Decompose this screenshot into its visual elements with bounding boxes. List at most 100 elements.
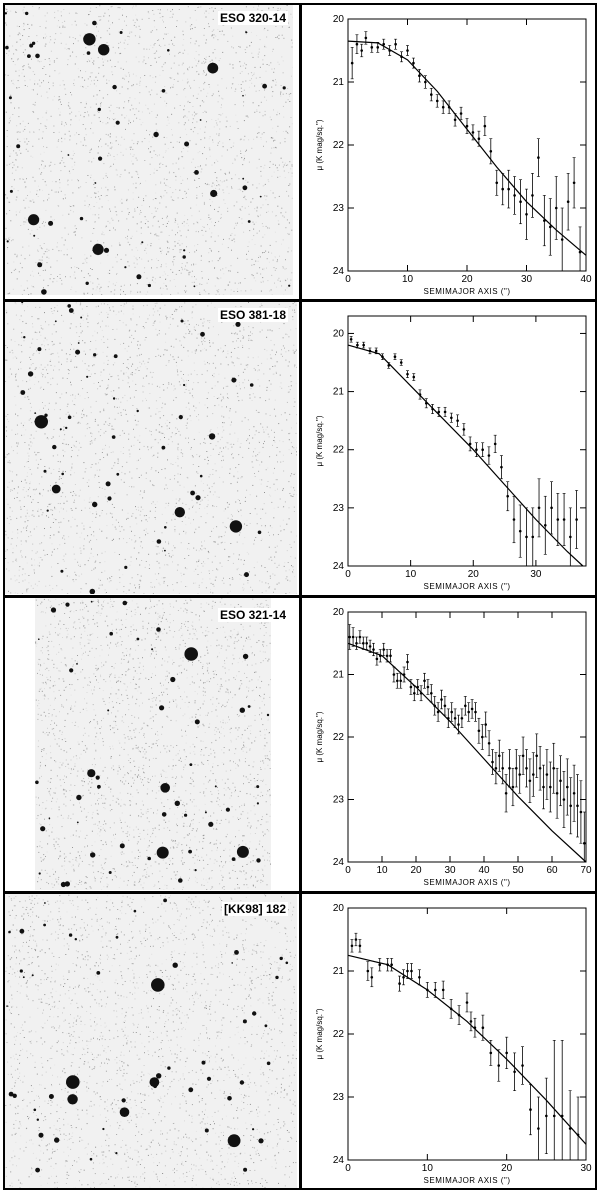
star [19,928,25,934]
stars [20,302,262,594]
star [92,20,97,26]
star [28,214,40,226]
star [259,195,262,198]
data-point [370,976,374,979]
stars [5,11,291,295]
y-tick-label: 22 [333,732,345,743]
data-point [416,685,419,689]
star [60,569,64,573]
star [105,481,111,487]
data-point [545,773,549,776]
star [231,377,237,383]
star [183,249,186,252]
data-point [576,1133,580,1137]
star [156,539,162,544]
data-point [543,219,546,222]
data-point [538,766,542,770]
star [279,956,283,961]
profile-plot-3: 0 10 20 30 40 50 60 70 20 21 22 23 24 SEMIMAJOR AXIS … [315,607,592,887]
star [147,856,151,861]
data-point [518,529,522,533]
star [160,783,170,793]
data-point [508,766,511,770]
data-point [481,448,484,452]
star [44,902,46,904]
star [122,600,128,606]
sky-background [5,894,297,1188]
data-point [418,74,421,77]
x-tick-label: 0 [345,569,351,580]
data-point [460,716,464,720]
star [21,302,24,304]
star [92,243,104,255]
star [151,978,165,992]
star [90,852,96,858]
star [239,1080,245,1085]
star [115,120,120,125]
star [282,86,286,90]
data-point [374,349,378,353]
data-point [350,944,354,948]
data-point [406,660,409,664]
data-point [576,804,579,808]
sky-noise [5,302,297,594]
x-tick-label: 0 [345,274,351,285]
star [38,872,41,875]
data-point [521,1064,524,1067]
star [67,415,72,420]
star [111,435,116,439]
data-point [406,49,409,52]
x-tick-label: 30 [580,1163,592,1174]
data-point [402,673,406,676]
star [136,637,140,641]
data-point [388,49,391,52]
star [264,1024,268,1028]
data-point [423,679,426,683]
data-point [360,49,363,52]
x-tick-label: 20 [410,865,422,876]
data-point [543,524,547,527]
star [174,507,185,518]
data-point [424,401,428,405]
star [102,1127,105,1131]
data-point [426,685,430,689]
data-point [537,156,540,159]
star [89,588,96,594]
data-point [396,679,399,683]
star [43,923,46,927]
data-point [583,841,586,845]
star [258,1138,264,1144]
star [256,858,261,863]
x-tick-label: 10 [376,865,388,876]
star [184,141,190,147]
sky-noise [5,5,293,295]
data-point [424,80,427,84]
data-point [351,635,355,639]
data-point [562,518,566,521]
star [83,33,96,46]
star [199,119,202,121]
star [89,1157,93,1161]
star [68,933,73,937]
star [94,182,97,184]
data-point [430,93,433,96]
data-point [398,982,401,985]
star [74,938,78,941]
y-tick-label: 24 [333,1155,345,1166]
star [54,1137,60,1143]
star [242,185,248,191]
data-point [500,465,503,469]
star [108,871,112,874]
star [227,1096,232,1101]
data-point [437,410,441,414]
star [207,62,219,74]
star [257,530,262,535]
data-point [362,343,365,347]
star [98,156,103,161]
star [40,826,46,832]
x-tick-label: 20 [468,569,480,580]
star [37,347,42,352]
star [262,83,267,89]
star [195,495,201,501]
star [6,240,9,243]
